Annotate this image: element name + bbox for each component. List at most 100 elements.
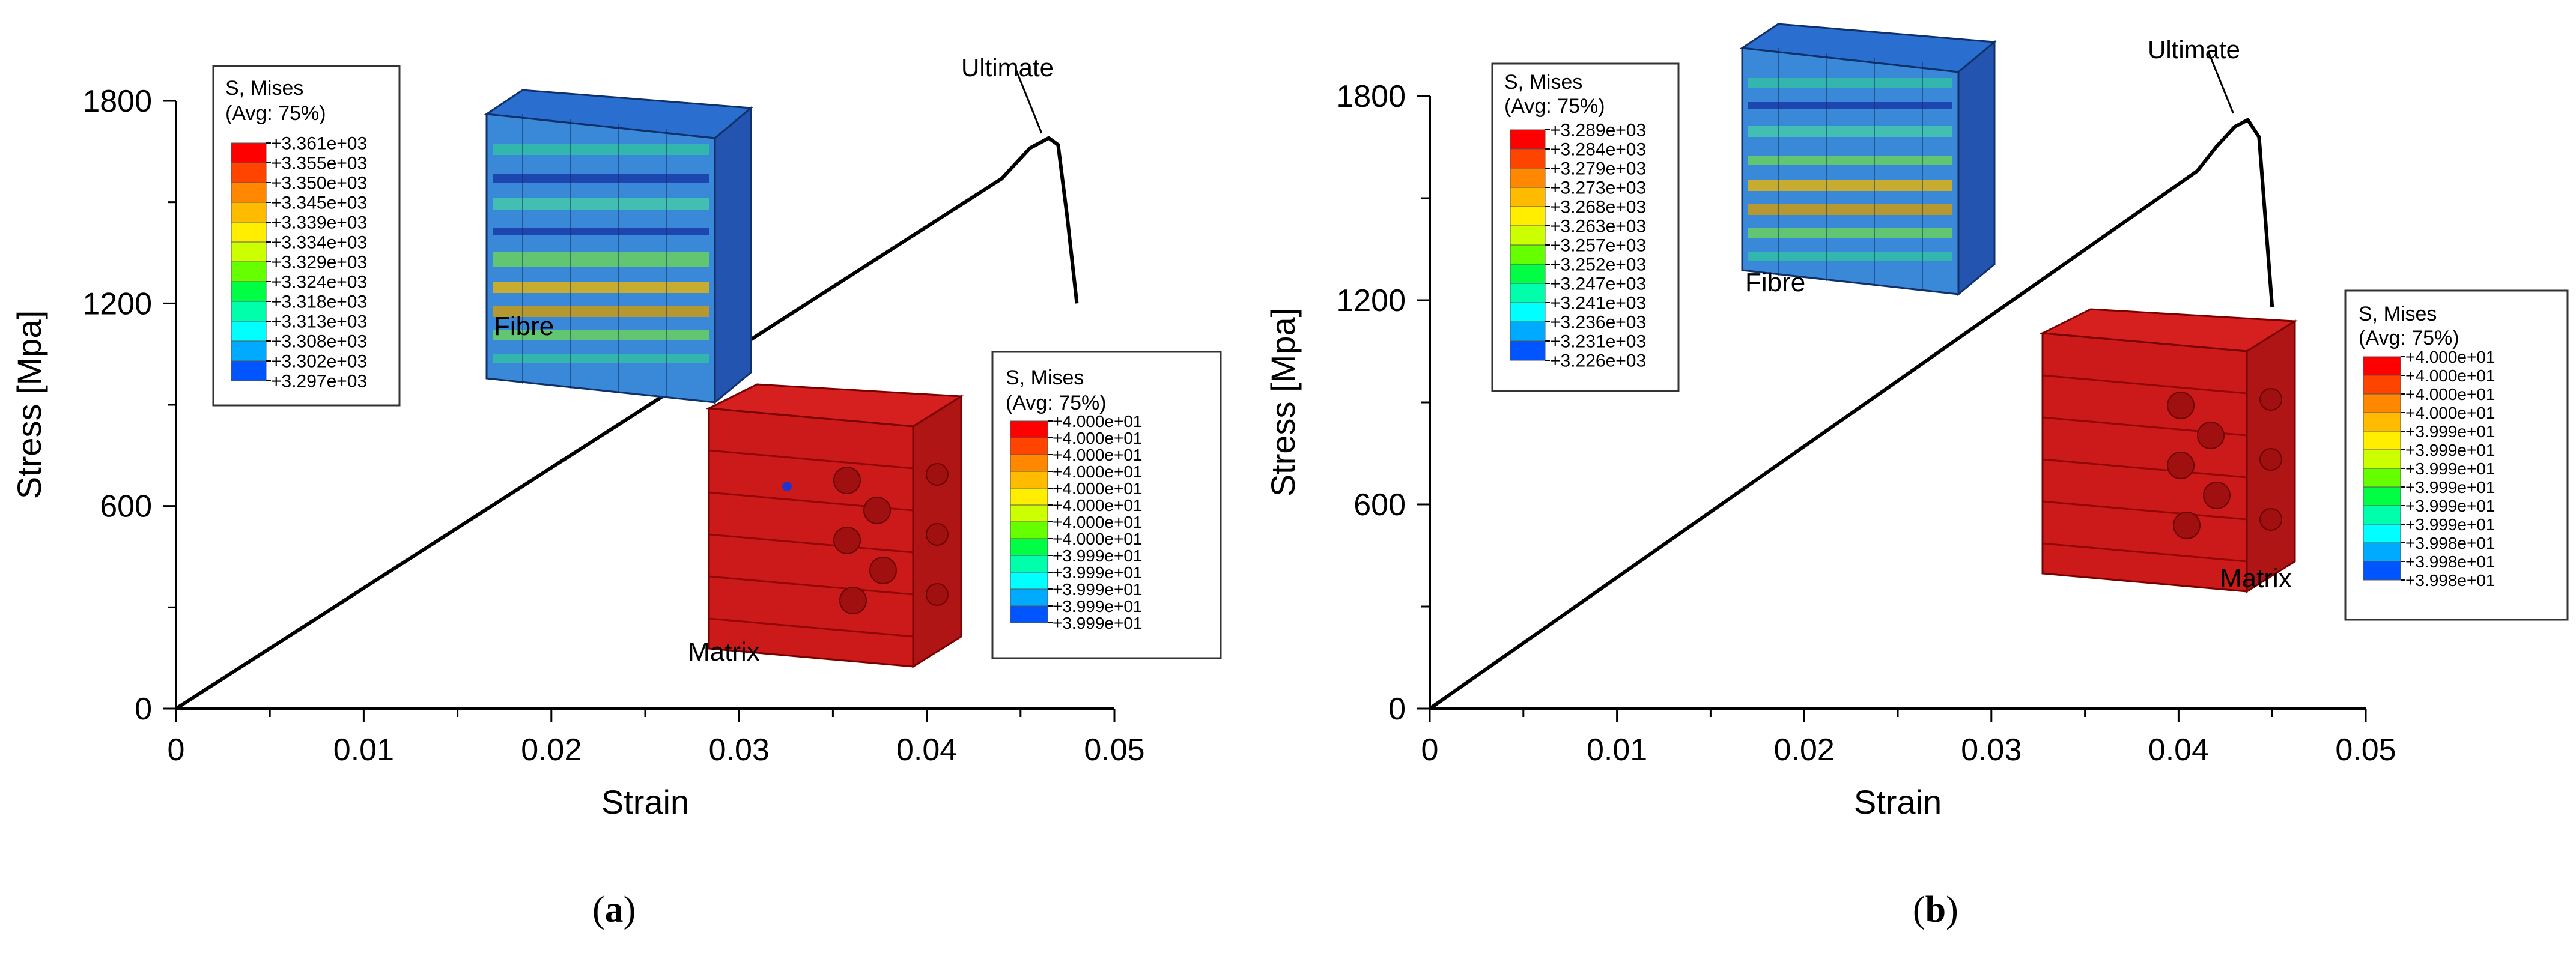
legend-swatch xyxy=(1510,168,1546,188)
legend-entry: +3.361e+03 xyxy=(271,134,367,154)
legend-entry: +3.263e+03 xyxy=(1550,217,1646,237)
legend-swatch xyxy=(2363,412,2401,432)
legend-entry: +3.257e+03 xyxy=(1550,236,1646,256)
legend-entry: +3.236e+03 xyxy=(1550,313,1646,333)
legend-entry: +3.998e+01 xyxy=(2405,552,2496,571)
legend-entry: +3.345e+03 xyxy=(271,193,367,213)
legend-entry: +3.999e+01 xyxy=(1053,580,1143,599)
legend-entry: +3.302e+03 xyxy=(271,352,367,372)
legend-entry: +3.999e+01 xyxy=(1053,546,1143,565)
legend-swatch xyxy=(231,202,267,223)
legend-subtitle: (Avg: 75%) xyxy=(2359,327,2459,349)
series-line xyxy=(1429,118,2274,710)
x-tick-label: 0.04 xyxy=(896,733,957,767)
fibre-legend-a: S, Mises (Avg: 75%) +3.361e+03+3.355e+03… xyxy=(212,65,401,407)
ticks-b: 0 0.01 0.02 0.03 0.04 0.05 0 600 1200 1800 Strain S… xyxy=(1264,79,2396,821)
y-tick-label: 1200 xyxy=(82,286,152,321)
legend-swatch xyxy=(1010,572,1048,590)
legend-swatch xyxy=(231,340,267,362)
x-axis-title: Strain xyxy=(1854,783,1942,821)
legend-entry: +3.999e+01 xyxy=(2405,459,2496,478)
legend-swatch xyxy=(231,222,267,243)
legend-swatch xyxy=(1010,504,1048,522)
legend-swatch xyxy=(1510,340,1546,361)
legend-swatch xyxy=(1510,129,1546,150)
x-tick-label: 0.03 xyxy=(709,733,770,767)
fibre-cube-a xyxy=(484,89,753,405)
ultimate-label: Ultimate xyxy=(961,53,1054,82)
legend-swatch xyxy=(231,301,267,322)
legend-swatch xyxy=(1010,488,1048,506)
legend-entry: +4.000e+01 xyxy=(2405,385,2496,404)
legend-swatch xyxy=(1510,283,1546,303)
legend-swatch xyxy=(1010,605,1048,623)
legend-entry: +3.998e+01 xyxy=(2405,534,2496,552)
caption-a: (a) xyxy=(592,889,636,930)
legend-entry: +3.998e+01 xyxy=(2405,571,2496,590)
legend-entry: +3.308e+03 xyxy=(271,332,367,352)
matrix-legend-a: S, Mises (Avg: 75%) +4.000e+01+4.000e+01… xyxy=(991,351,1222,659)
y-tick-label: 0 xyxy=(135,692,152,727)
x-tick-label: 0 xyxy=(1421,733,1439,767)
legend-subtitle: (Avg: 75%) xyxy=(1504,95,1605,118)
y-tick-label: 1800 xyxy=(82,84,152,119)
legend-swatch xyxy=(2363,431,2401,450)
legend-entry: +3.999e+01 xyxy=(2405,515,2496,534)
legend-swatch xyxy=(1510,225,1546,246)
legend-entry: +3.350e+03 xyxy=(271,174,367,193)
legend-entry: +3.329e+03 xyxy=(271,253,367,273)
caption-letter: b xyxy=(1925,889,1946,930)
x-axis-title: Strain xyxy=(601,783,689,821)
legend-entry: +3.226e+03 xyxy=(1550,351,1646,371)
y-axis-title: Stress [Mpa] xyxy=(10,310,48,499)
legend-entry: +3.313e+03 xyxy=(271,312,367,332)
y-tick-label: 600 xyxy=(100,489,152,524)
legend-swatch xyxy=(2363,356,2401,376)
legend-entry: +4.000e+01 xyxy=(2405,404,2496,422)
legend-entry: +3.999e+01 xyxy=(1053,614,1143,632)
legend-entry: +3.318e+03 xyxy=(271,292,367,312)
fibre-legend-b: S, Mises (Avg: 75%) +3.289e+03+3.284e+03… xyxy=(1491,62,1680,392)
legend-entry: +3.999e+01 xyxy=(1053,597,1143,616)
legend-entry: +3.247e+03 xyxy=(1550,274,1646,294)
legend-swatch xyxy=(1510,148,1546,169)
legend-entry: +3.241e+03 xyxy=(1550,294,1646,313)
legend-title: S, Mises xyxy=(225,77,303,100)
ultimate-label: Ultimate xyxy=(2148,35,2240,64)
matrix-label: Matrix xyxy=(688,637,760,667)
legend-swatch xyxy=(2363,375,2401,395)
curve-layer-a xyxy=(175,70,1079,710)
legend-swatch xyxy=(2363,561,2401,581)
ticks-a: 0 0.01 0.02 0.03 0.04 0.05 0 600 1200 1800 Strain S… xyxy=(10,84,1145,821)
legend-swatch xyxy=(231,182,267,203)
legend-entry: +4.000e+01 xyxy=(1053,479,1143,498)
ultimate-leader xyxy=(1015,70,1043,134)
x-tick-label: 0.02 xyxy=(1774,733,1835,767)
panel-b: 0 0.01 0.02 0.03 0.04 0.05 0 600 1200 1800 Strain S… xyxy=(1264,23,2569,821)
legend-swatch xyxy=(1510,244,1546,265)
legend-swatch xyxy=(1010,471,1048,489)
fibre-cube-b xyxy=(1739,23,1997,297)
fibre-label: Fibre xyxy=(494,312,554,341)
y-tick-label: 1200 xyxy=(1336,283,1406,318)
axes-b xyxy=(1417,95,2367,722)
legend-entry: +3.999e+01 xyxy=(2405,478,2496,497)
legend-swatch xyxy=(2363,449,2401,469)
legend-swatch xyxy=(1010,454,1048,472)
legend-entry: +3.355e+03 xyxy=(271,154,367,174)
legend-entry: +3.324e+03 xyxy=(271,273,367,292)
legend-swatch xyxy=(2363,486,2401,506)
matrix-cube-b xyxy=(2039,308,2298,593)
legend-entry: +3.289e+03 xyxy=(1550,121,1646,141)
x-tick-label: 0.05 xyxy=(2335,733,2396,767)
legend-swatch xyxy=(1010,588,1048,607)
legend-entry: +3.339e+03 xyxy=(271,213,367,233)
caption-b: (b) xyxy=(1913,889,1958,930)
legend-swatch xyxy=(231,162,267,183)
legend-swatch xyxy=(231,360,267,381)
legend-swatch xyxy=(1010,420,1048,438)
legend-entry: +4.000e+01 xyxy=(1053,530,1143,548)
legend-swatch xyxy=(231,281,267,302)
matrix-legend-b: S, Mises (Avg: 75%) +4.000e+01+4.000e+01… xyxy=(2344,289,2569,621)
